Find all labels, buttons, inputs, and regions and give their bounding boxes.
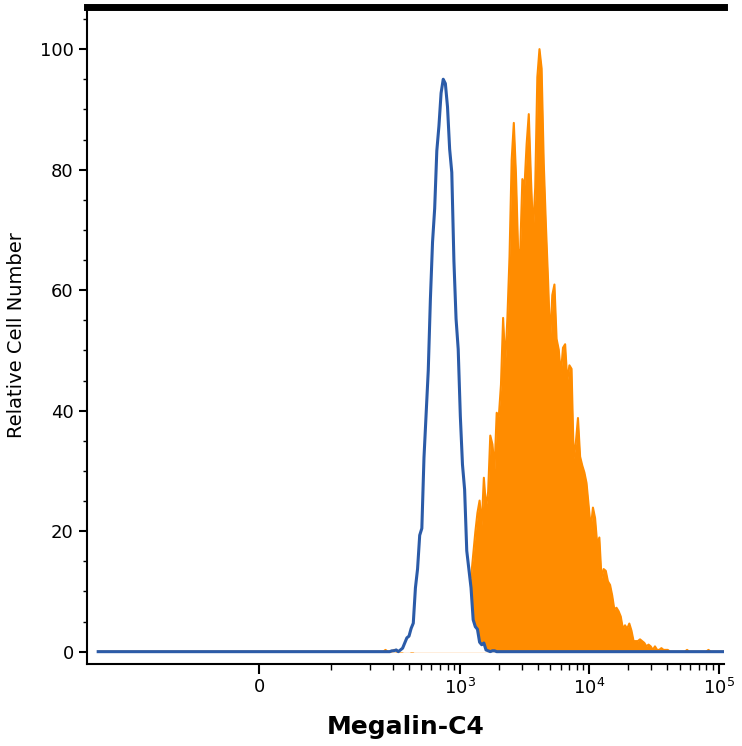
X-axis label: Megalin-C4: Megalin-C4: [326, 715, 485, 739]
Y-axis label: Relative Cell Number: Relative Cell Number: [7, 233, 26, 438]
